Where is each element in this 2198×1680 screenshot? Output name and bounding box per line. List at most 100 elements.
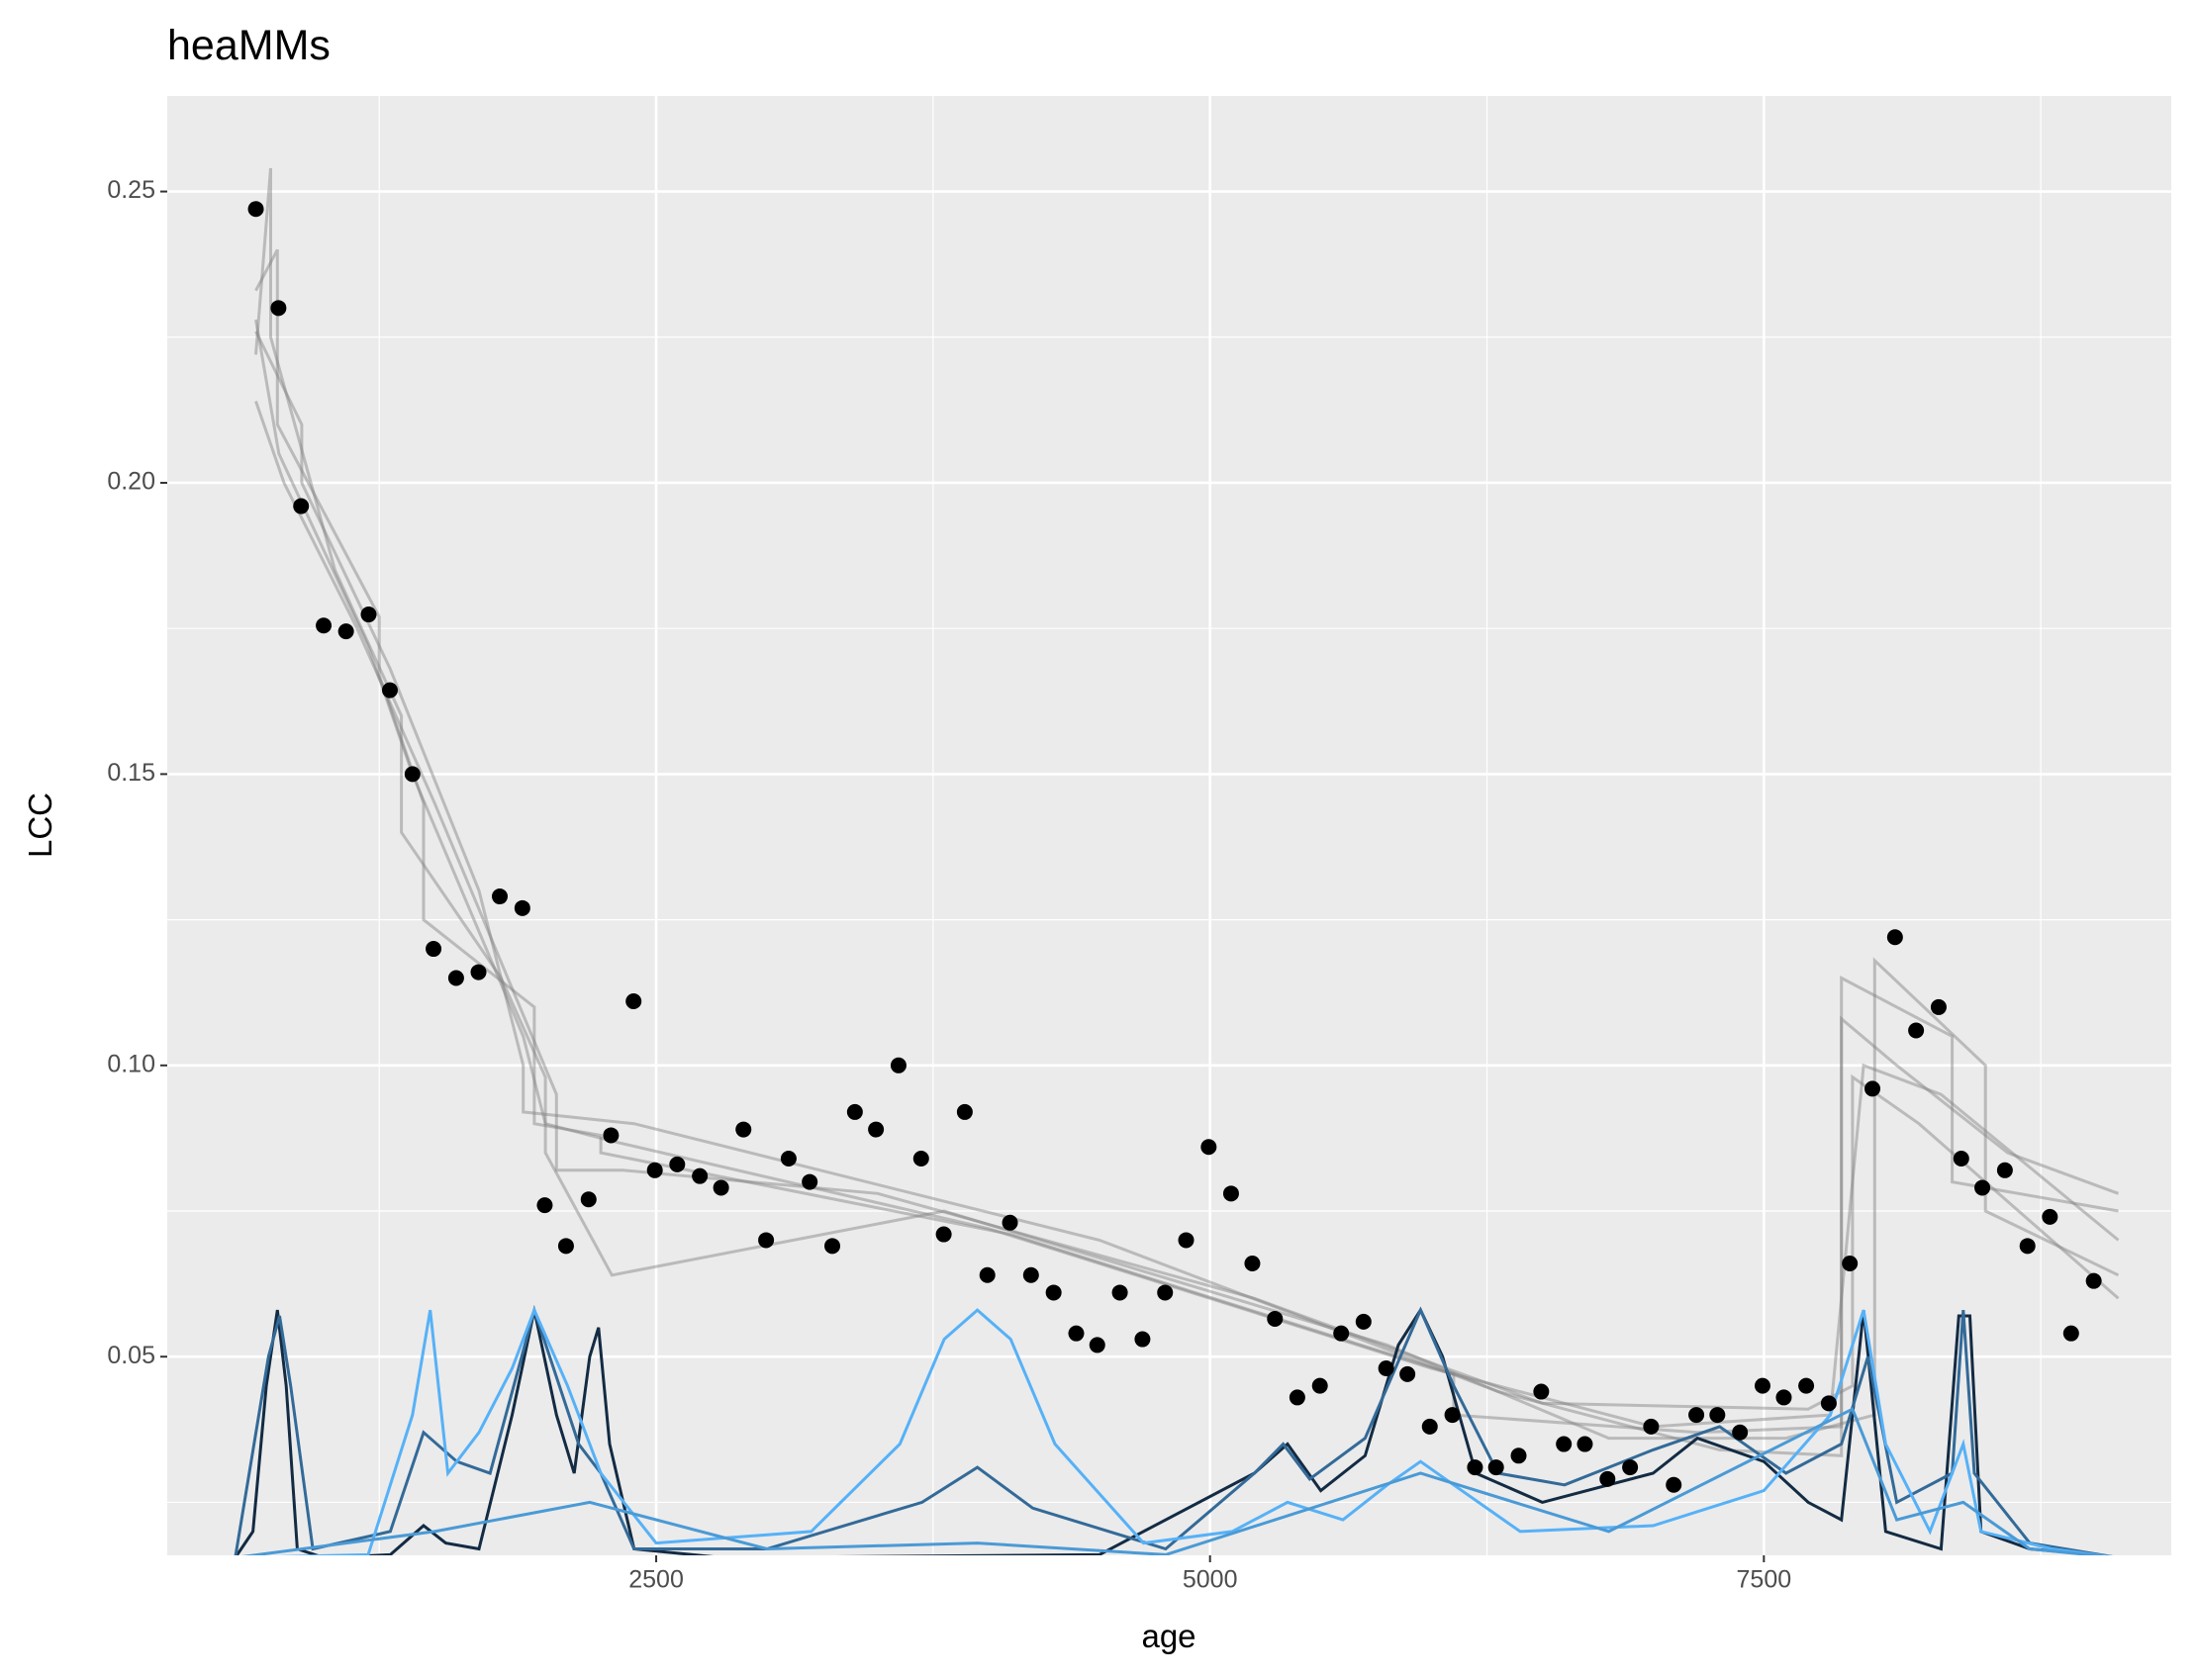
point <box>2019 1238 2036 1255</box>
point <box>293 498 310 514</box>
chart-title: heaMMs <box>167 22 331 69</box>
point <box>956 1103 973 1120</box>
point <box>1510 1447 1527 1464</box>
point <box>603 1127 620 1144</box>
point <box>1333 1325 1350 1342</box>
density-curve <box>234 1304 2114 1555</box>
point <box>1045 1284 1062 1301</box>
point <box>1930 998 1947 1015</box>
point <box>1068 1325 1085 1342</box>
axes: 2500 5000 7500 0.05 0.10 0.15 0.20 0.25 <box>107 176 1791 1593</box>
point <box>426 941 442 958</box>
point <box>735 1121 752 1138</box>
point <box>270 300 287 317</box>
x-axis-title: age <box>1141 1618 1195 1654</box>
point <box>1666 1476 1682 1493</box>
y-axis-title: LCC <box>22 793 58 858</box>
point <box>1157 1284 1174 1301</box>
point <box>846 1103 863 1120</box>
point <box>1798 1377 1815 1394</box>
density-curve <box>274 1306 2112 1555</box>
point <box>470 964 487 980</box>
point <box>1244 1256 1261 1271</box>
point <box>1134 1331 1151 1348</box>
fit-line <box>254 330 2120 1457</box>
point <box>824 1238 841 1255</box>
y-tick-label: 0.15 <box>107 759 155 787</box>
point <box>1200 1139 1217 1156</box>
fit-line <box>254 167 2120 1441</box>
point <box>1444 1407 1461 1424</box>
point <box>1421 1418 1438 1435</box>
density-curve <box>235 1306 2112 1555</box>
point <box>758 1232 775 1249</box>
point <box>580 1191 597 1208</box>
point <box>1556 1436 1573 1452</box>
point <box>1289 1389 1305 1406</box>
point <box>1732 1424 1749 1441</box>
point <box>646 1162 663 1178</box>
point <box>935 1226 952 1243</box>
point <box>337 623 354 640</box>
y-tick-label: 0.05 <box>107 1342 155 1369</box>
point <box>316 617 333 634</box>
point <box>669 1156 686 1172</box>
y-tick-label: 0.25 <box>107 176 155 204</box>
x-tick-label: 2500 <box>628 1566 684 1594</box>
point <box>912 1151 929 1167</box>
point <box>1974 1179 1991 1196</box>
point <box>1178 1232 1195 1249</box>
point <box>1577 1436 1593 1452</box>
point <box>1467 1459 1483 1476</box>
fit-line <box>254 248 2119 1435</box>
point <box>1111 1284 1128 1301</box>
x-tick-label: 7500 <box>1737 1566 1792 1594</box>
point <box>1267 1310 1284 1327</box>
point <box>1996 1162 2013 1178</box>
point <box>1842 1256 1859 1271</box>
point <box>1089 1337 1105 1353</box>
point <box>979 1266 996 1283</box>
x-tick-label: 5000 <box>1183 1566 1238 1594</box>
point <box>1311 1377 1328 1394</box>
point <box>1533 1383 1550 1400</box>
point <box>1487 1459 1504 1476</box>
point <box>1820 1395 1837 1412</box>
panel-background <box>167 96 2171 1555</box>
point <box>381 682 398 699</box>
point <box>1886 929 1903 946</box>
point <box>447 970 464 986</box>
point <box>802 1173 818 1190</box>
point <box>1864 1080 1881 1097</box>
point <box>780 1151 797 1167</box>
point <box>492 888 509 905</box>
point <box>1378 1359 1394 1376</box>
point <box>2062 1325 2079 1342</box>
point <box>2085 1272 2102 1289</box>
point <box>1355 1313 1372 1330</box>
grid <box>167 96 2171 1555</box>
point <box>1775 1389 1792 1406</box>
point <box>1222 1185 1239 1202</box>
point <box>692 1167 709 1184</box>
point <box>2042 1208 2058 1225</box>
point <box>1622 1459 1639 1476</box>
point <box>890 1057 907 1073</box>
point <box>247 201 264 218</box>
point <box>1002 1214 1018 1231</box>
fit-line <box>254 319 2120 1429</box>
point <box>360 607 377 623</box>
point <box>404 766 421 783</box>
point <box>557 1238 574 1255</box>
point <box>514 899 530 916</box>
point <box>713 1179 729 1196</box>
density-curve <box>241 1407 2110 1555</box>
point <box>1022 1266 1039 1283</box>
plot-layers <box>234 167 2120 1555</box>
point <box>1688 1407 1705 1424</box>
point <box>1709 1407 1726 1424</box>
y-tick-label: 0.10 <box>107 1050 155 1077</box>
point <box>1643 1418 1660 1435</box>
point <box>868 1121 885 1138</box>
